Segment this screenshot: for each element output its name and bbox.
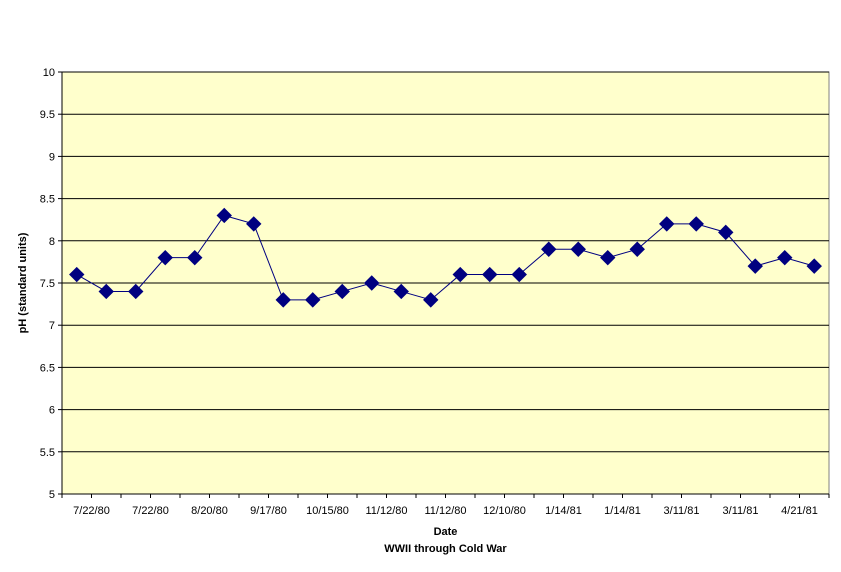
- data-point-marker: [541, 241, 557, 257]
- data-point-marker: [393, 283, 409, 300]
- data-point-marker: [69, 266, 85, 283]
- x-tick-label: 12/10/80: [483, 505, 526, 517]
- data-point-marker: [423, 292, 439, 308]
- y-tick-label: 6: [49, 405, 55, 417]
- data-point-marker: [659, 216, 675, 232]
- y-tick-label: 9: [49, 151, 55, 163]
- x-tick-label: 10/15/80: [306, 505, 349, 517]
- gridlines: [61, 71, 829, 495]
- data-point-marker: [364, 275, 380, 291]
- x-tick-label: 4/21/81: [781, 505, 818, 517]
- x-tick-label: 8/20/80: [191, 505, 228, 517]
- y-axis-ticks: 5 5.5 6 6.5 7 7.5 8 8.5 9 9.5 10: [40, 67, 62, 501]
- y-tick-label: 7: [49, 320, 55, 332]
- data-point-marker: [777, 249, 793, 266]
- data-point-marker: [305, 292, 321, 308]
- x-tick-label: 11/12/80: [424, 505, 466, 517]
- x-axis-subtitle: WWII through Cold War: [384, 543, 507, 555]
- y-tick-label: 8: [49, 236, 55, 248]
- y-tick-label: 9.5: [40, 109, 55, 121]
- x-tick-label: 3/11/81: [664, 505, 700, 517]
- y-tick-label: 5.5: [40, 447, 55, 459]
- data-point-marker: [128, 283, 144, 300]
- y-tick-label: 7.5: [40, 278, 55, 290]
- x-tick-label: 1/14/81: [604, 505, 641, 517]
- data-point-marker: [747, 258, 763, 274]
- data-point-marker: [688, 216, 704, 232]
- data-point-marker: [157, 249, 173, 266]
- x-tick-label: 9/17/80: [250, 505, 287, 517]
- data-point-marker: [570, 241, 586, 257]
- y-axis-title: pH (standard units): [17, 232, 29, 333]
- data-point-marker: [806, 258, 822, 274]
- y-tick-label: 8.5: [40, 194, 55, 206]
- data-point-marker: [629, 241, 645, 257]
- x-tick-label: 7/22/80: [132, 505, 169, 517]
- data-point-marker: [511, 266, 527, 283]
- x-tick-label: 1/14/81: [545, 505, 582, 517]
- data-point-marker: [718, 224, 734, 241]
- data-point-marker: [246, 216, 262, 232]
- data-point-marker: [275, 292, 291, 308]
- data-point-marker: [98, 283, 114, 300]
- x-tick-label: 11/12/80: [365, 505, 407, 517]
- series-ph: [69, 207, 822, 308]
- x-tick-label: 3/11/81: [723, 505, 759, 517]
- y-tick-label: 10: [43, 67, 55, 79]
- data-point-marker: [216, 207, 232, 224]
- y-tick-label: 5: [49, 489, 55, 501]
- x-tick-label: 7/22/80: [73, 505, 110, 517]
- x-axis-title: Date: [434, 526, 458, 538]
- x-axis-ticks: 7/22/80 7/22/80 8/20/80 9/17/80 10/15/80 11/1…: [61, 494, 830, 517]
- data-point-marker: [600, 249, 616, 266]
- data-point-marker: [452, 266, 468, 283]
- data-point-marker: [482, 266, 498, 283]
- y-tick-label: 6.5: [40, 362, 55, 374]
- data-point-marker: [334, 283, 350, 300]
- data-point-marker: [187, 249, 203, 266]
